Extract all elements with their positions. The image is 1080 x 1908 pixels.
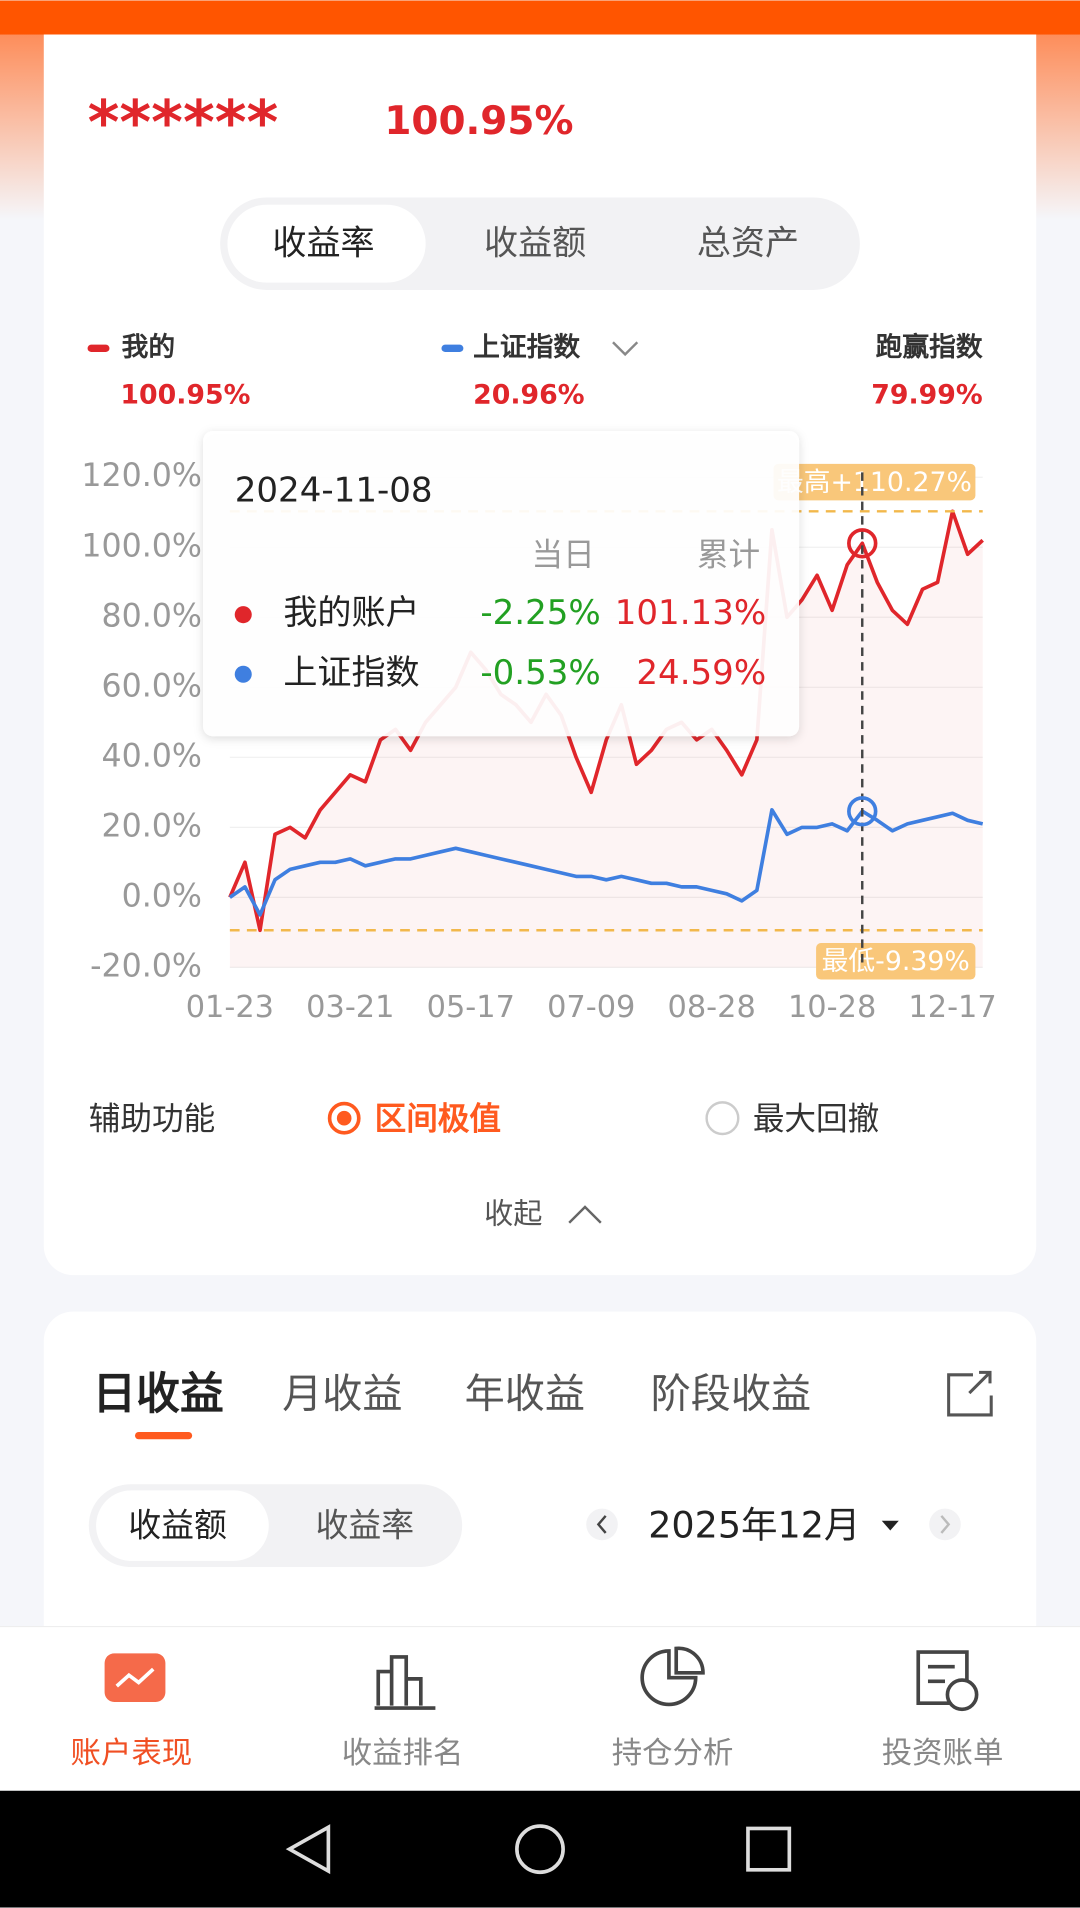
- radio-dot: [336, 1110, 352, 1126]
- x-tick-label: 10-28: [788, 990, 876, 1025]
- nav-label[interactable]: 持仓分析: [612, 1736, 734, 1771]
- aux-option[interactable]: 区间极值: [375, 1102, 501, 1138]
- income-tab[interactable]: 月收益: [282, 1372, 402, 1418]
- prev-arrow: [596, 1515, 607, 1534]
- tooltip-total: 101.13%: [615, 593, 766, 633]
- legend-value: 20.96%: [473, 379, 584, 410]
- y-tick-label: 60.0%: [101, 668, 201, 704]
- crosshair-point: [847, 528, 878, 559]
- y-tick-label: 0.0%: [122, 878, 202, 914]
- y-tick-label: 100.0%: [81, 528, 202, 564]
- extreme-badge: [773, 463, 976, 501]
- tooltip-column: 当日: [531, 537, 594, 573]
- income-tab[interactable]: 日收益: [92, 1369, 223, 1420]
- nav-label[interactable]: 收益排名: [342, 1736, 464, 1771]
- y-tick-label: 80.0%: [101, 598, 201, 634]
- nav-icon-coin: [945, 1678, 979, 1712]
- nav-icon[interactable]: [640, 1646, 705, 1707]
- mode-active: [96, 1490, 269, 1561]
- home-button[interactable]: [515, 1824, 565, 1875]
- tooltip-total: 24.59%: [636, 653, 766, 693]
- system-nav: [0, 1790, 1080, 1908]
- next-arrow: [940, 1515, 951, 1534]
- legend-swatch: [87, 344, 110, 352]
- series-line: [228, 509, 984, 933]
- aux-option[interactable]: 最大回撤: [753, 1102, 879, 1138]
- y-tick-label: 20.0%: [101, 808, 201, 844]
- x-tick-label: 12-17: [908, 990, 996, 1025]
- tooltip-box: [203, 431, 800, 737]
- series-line: [228, 808, 984, 917]
- dropdown-chevron[interactable]: [612, 341, 639, 357]
- income-tab[interactable]: 阶段收益: [651, 1372, 812, 1418]
- segment[interactable]: 收益额: [484, 223, 586, 263]
- x-tick-label: 07-09: [547, 990, 635, 1025]
- crosshair-point: [847, 796, 878, 827]
- y-tick-label: 120.0%: [81, 458, 202, 494]
- nav-icon-line: [115, 1667, 155, 1688]
- recents-button[interactable]: [746, 1826, 792, 1872]
- legend-swatch: [441, 344, 464, 352]
- tooltip-column: 累计: [697, 537, 760, 573]
- x-tick-label: 03-21: [306, 990, 394, 1025]
- next-month[interactable]: [929, 1508, 961, 1541]
- mode[interactable]: 收益率: [316, 1506, 414, 1544]
- y-tick-label: 40.0%: [101, 738, 201, 774]
- x-tick-label: 08-28: [668, 990, 756, 1025]
- bottom-nav: [0, 1626, 1080, 1791]
- legend-value: 100.95%: [120, 379, 250, 410]
- segment-active: [227, 204, 426, 283]
- nav-label[interactable]: 投资账单: [882, 1736, 1004, 1771]
- prev-month[interactable]: [586, 1508, 618, 1541]
- collapse-chevron[interactable]: [568, 1205, 602, 1224]
- tooltip-day: -0.53%: [480, 653, 600, 693]
- radio[interactable]: [705, 1101, 740, 1136]
- tooltip-dot: [234, 606, 252, 624]
- tab-underline: [135, 1431, 193, 1440]
- total-return: 100.95%: [384, 99, 573, 144]
- tooltip-day: -2.25%: [480, 593, 600, 633]
- masked-account: ******: [88, 89, 279, 159]
- y-tick-label: -20.0%: [90, 948, 202, 984]
- legend-name: 我的: [122, 331, 176, 363]
- month-caret[interactable]: [881, 1520, 899, 1531]
- tooltip-dot: [234, 665, 252, 683]
- legend-value: 79.99%: [871, 379, 982, 410]
- income-card: [43, 1311, 1037, 1677]
- tooltip: 2024-11-08 当日 累计 我的账户 -2.25% 101.13% 上证指…: [203, 431, 800, 737]
- collapse[interactable]: 收起: [484, 1196, 542, 1230]
- segment[interactable]: 总资产: [697, 223, 799, 263]
- tooltip-name: 上证指数: [283, 653, 419, 693]
- legend-name: 跑赢指数: [876, 331, 983, 363]
- extreme-label: 最低-9.39%: [822, 946, 970, 977]
- nav-label[interactable]: 账户表现: [71, 1736, 193, 1771]
- share-icon[interactable]: [947, 1370, 993, 1417]
- tooltip-date: 2024-11-08: [235, 470, 433, 510]
- legend-name[interactable]: 上证指数: [473, 332, 580, 363]
- mode[interactable]: 收益额: [128, 1506, 226, 1544]
- status-bar: [0, 0, 1080, 35]
- month[interactable]: 2025年12月: [648, 1503, 860, 1546]
- back-button[interactable]: [285, 1824, 331, 1875]
- radio-selected[interactable]: [327, 1101, 361, 1135]
- x-tick-label: 01-23: [186, 990, 274, 1025]
- aux-label: 辅助功能: [89, 1102, 215, 1138]
- income-tab[interactable]: 年收益: [465, 1372, 585, 1418]
- extreme-label: 最高+110.27%: [777, 467, 972, 498]
- nav-icon[interactable]: [374, 1655, 436, 1710]
- tooltip-name: 我的账户: [283, 593, 419, 633]
- x-tick-label: 05-17: [427, 990, 515, 1025]
- extreme-badge: [816, 943, 976, 980]
- segment[interactable]: 收益率: [272, 223, 374, 263]
